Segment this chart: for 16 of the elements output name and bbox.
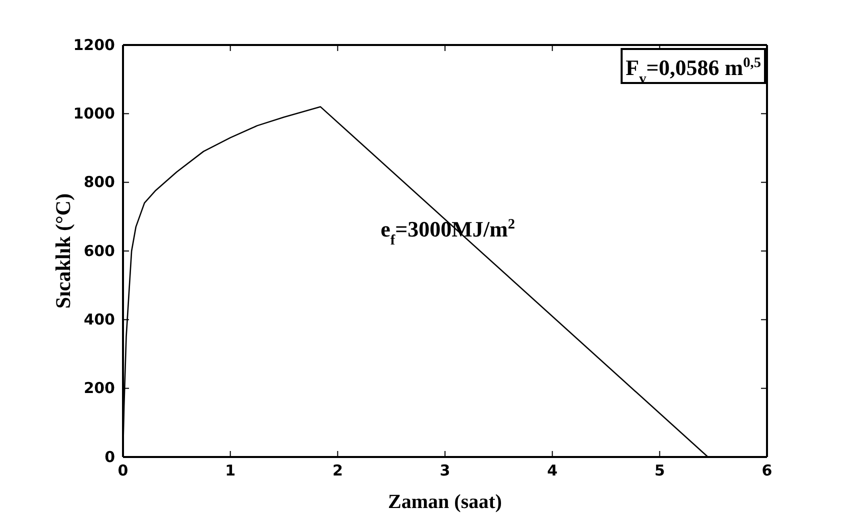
y-tick-label: 600 [84, 242, 115, 260]
y-axis-title: Sıcaklık (°C) [51, 193, 75, 309]
x-tick-label: 3 [440, 462, 450, 480]
x-tick-label: 1 [225, 462, 236, 480]
x-tick-label: 5 [654, 462, 665, 480]
y-tick-label: 400 [84, 310, 115, 328]
x-tick-label: 4 [547, 462, 558, 480]
y-tick-label: 800 [84, 173, 115, 192]
x-tick-label: 0 [118, 462, 128, 480]
x-tick-label: 2 [332, 462, 343, 480]
y-tick-label: 200 [84, 379, 115, 398]
x-tick-label: 6 [762, 462, 772, 480]
y-tick-label: 1000 [73, 104, 115, 122]
y-tick-label: 1200 [73, 36, 115, 54]
x-axis-title: Zaman (saat) [388, 491, 502, 513]
y-tick-label: 0 [104, 448, 115, 466]
